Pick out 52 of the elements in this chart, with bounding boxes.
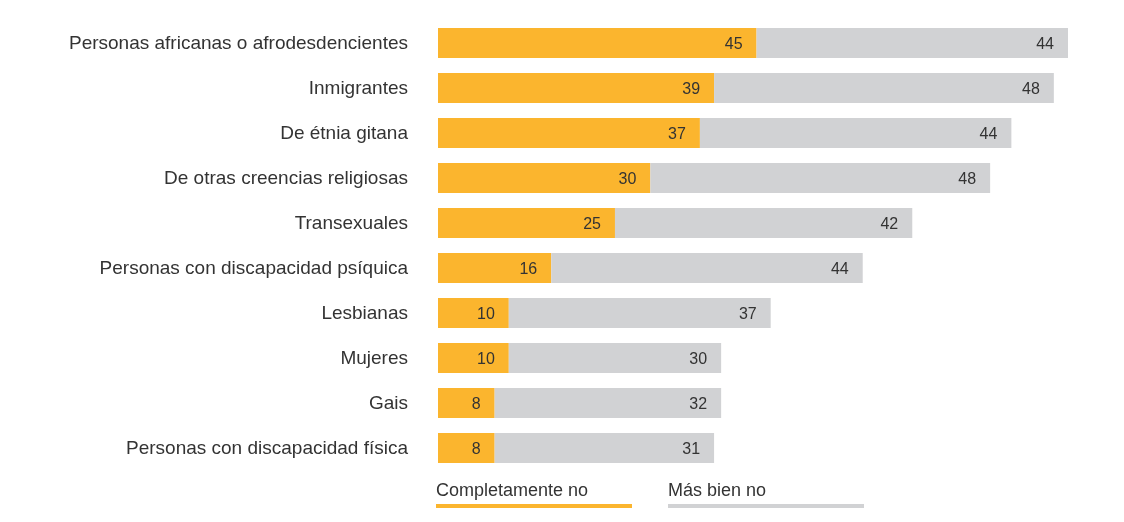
bar: [438, 253, 552, 283]
data-label: 30: [618, 169, 637, 187]
data-label: 25: [583, 214, 602, 232]
data-label: 16: [519, 259, 538, 277]
y-tick-label: Personas africanas o afrodesdencientes: [68, 31, 408, 53]
data-label: 48: [958, 169, 977, 187]
y-tick-label: Inmigrantes: [308, 76, 408, 98]
bar: [699, 118, 1012, 148]
bar: [650, 163, 991, 193]
bar: [551, 253, 863, 283]
y-tick-label: Mujeres: [340, 346, 408, 368]
data-label: 44: [979, 124, 998, 142]
data-label: 42: [880, 214, 899, 232]
y-tick-label: Transexuales: [294, 211, 408, 233]
bar: [438, 298, 509, 328]
bar: [438, 388, 495, 418]
data-label: 32: [689, 394, 708, 412]
y-tick-label: De otras creencias religiosas: [164, 166, 408, 188]
bar: [438, 73, 715, 103]
data-label: 8: [471, 394, 481, 412]
data-label: 10: [476, 349, 495, 367]
data-label: 45: [724, 34, 743, 52]
data-label: 31: [682, 439, 701, 457]
bar: [438, 208, 615, 238]
bar: [508, 298, 771, 328]
bar: [508, 343, 722, 373]
data-label: 8: [471, 439, 481, 457]
data-label: 37: [738, 304, 757, 322]
series-label: Más bien no: [668, 480, 768, 501]
series-label: Completamente no: [436, 480, 590, 501]
bar: [438, 343, 509, 373]
bar: [614, 208, 913, 238]
y-tick-label: Personas con discapacidad psíquica: [99, 256, 409, 278]
data-label: 10: [476, 304, 495, 322]
bar: [756, 28, 1068, 58]
y-tick-label: Gais: [368, 391, 408, 413]
y-tick-label: De étnia gitana: [280, 121, 409, 143]
y-tick-label: Lesbianas: [321, 301, 408, 323]
bar: [438, 433, 495, 463]
data-label: 44: [830, 259, 849, 277]
data-label: 37: [668, 124, 687, 142]
y-tick-label: Personas con discapacidad física: [126, 436, 409, 458]
bar: [714, 73, 1054, 103]
data-label: 30: [689, 349, 708, 367]
data-label: 48: [1022, 79, 1040, 97]
data-label: 39: [682, 79, 701, 97]
bar: [438, 163, 651, 193]
bar: [494, 388, 722, 418]
bar: [438, 28, 757, 58]
bar: [438, 118, 700, 148]
data-label: 44: [1036, 34, 1055, 52]
bar: [494, 433, 715, 463]
